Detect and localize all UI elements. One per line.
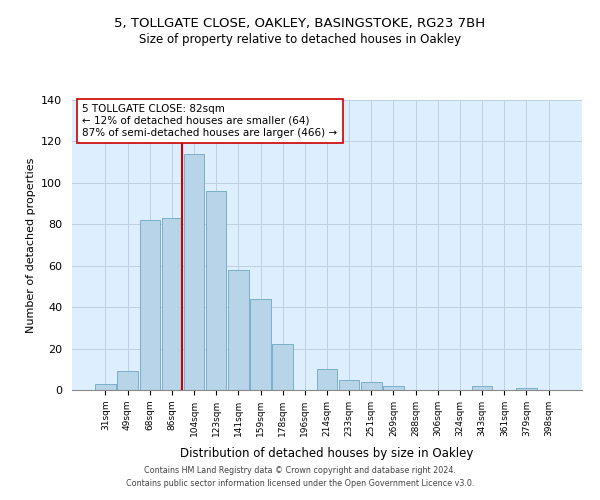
Text: 5, TOLLGATE CLOSE, OAKLEY, BASINGSTOKE, RG23 7BH: 5, TOLLGATE CLOSE, OAKLEY, BASINGSTOKE, … (115, 18, 485, 30)
Bar (383, 386, 404, 390)
Bar (118, 372, 138, 390)
Bar (250, 299, 271, 390)
Text: Size of property relative to detached houses in Oakley: Size of property relative to detached ho… (139, 32, 461, 46)
Bar (361, 382, 382, 390)
Bar (184, 154, 204, 390)
Bar (272, 344, 293, 390)
Bar (95, 384, 116, 390)
Bar (472, 386, 493, 390)
Text: 5 TOLLGATE CLOSE: 82sqm
← 12% of detached houses are smaller (64)
87% of semi-de: 5 TOLLGATE CLOSE: 82sqm ← 12% of detache… (82, 104, 337, 138)
Bar (206, 191, 226, 390)
Text: Contains HM Land Registry data © Crown copyright and database right 2024.
Contai: Contains HM Land Registry data © Crown c… (126, 466, 474, 487)
Bar (140, 220, 160, 390)
X-axis label: Distribution of detached houses by size in Oakley: Distribution of detached houses by size … (181, 447, 473, 460)
Y-axis label: Number of detached properties: Number of detached properties (26, 158, 35, 332)
Bar (228, 270, 248, 390)
Bar (161, 218, 182, 390)
Bar (317, 370, 337, 390)
Bar (339, 380, 359, 390)
Bar (516, 388, 536, 390)
